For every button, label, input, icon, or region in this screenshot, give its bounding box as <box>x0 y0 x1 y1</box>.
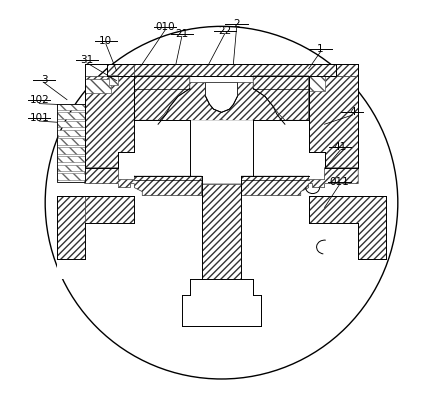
Polygon shape <box>57 121 85 127</box>
Polygon shape <box>202 184 241 279</box>
Text: 21: 21 <box>175 29 189 39</box>
Polygon shape <box>85 168 358 196</box>
Polygon shape <box>309 196 386 259</box>
Polygon shape <box>57 173 85 180</box>
Text: 101: 101 <box>29 113 49 123</box>
Polygon shape <box>309 76 325 91</box>
Polygon shape <box>85 79 111 93</box>
Polygon shape <box>134 120 309 184</box>
Text: 22: 22 <box>218 26 231 36</box>
Polygon shape <box>57 156 85 162</box>
Polygon shape <box>57 196 358 326</box>
Polygon shape <box>57 138 85 145</box>
Text: 3: 3 <box>41 75 47 85</box>
Text: 1: 1 <box>317 44 324 54</box>
Polygon shape <box>182 279 261 326</box>
Circle shape <box>45 26 398 379</box>
Polygon shape <box>206 83 237 113</box>
Polygon shape <box>85 196 134 223</box>
Polygon shape <box>190 120 253 138</box>
Text: 41: 41 <box>334 142 347 152</box>
Polygon shape <box>309 76 358 168</box>
Text: 102: 102 <box>29 95 49 105</box>
Polygon shape <box>57 196 134 259</box>
Text: 31: 31 <box>80 55 93 65</box>
Polygon shape <box>309 64 358 76</box>
Polygon shape <box>85 64 134 76</box>
Polygon shape <box>57 130 85 136</box>
Polygon shape <box>134 76 190 120</box>
Polygon shape <box>57 147 85 154</box>
Polygon shape <box>253 76 309 120</box>
Polygon shape <box>253 120 309 152</box>
Polygon shape <box>107 64 336 76</box>
Text: 2: 2 <box>233 20 240 30</box>
Text: 10: 10 <box>99 36 113 46</box>
Text: 011: 011 <box>330 177 350 187</box>
Polygon shape <box>134 120 190 152</box>
Polygon shape <box>57 104 85 110</box>
Polygon shape <box>202 138 241 176</box>
Polygon shape <box>57 113 85 119</box>
Polygon shape <box>57 165 85 171</box>
Polygon shape <box>85 76 134 168</box>
Polygon shape <box>158 83 285 138</box>
Polygon shape <box>109 75 118 85</box>
Text: 010: 010 <box>155 22 175 32</box>
Text: 4: 4 <box>349 107 356 117</box>
